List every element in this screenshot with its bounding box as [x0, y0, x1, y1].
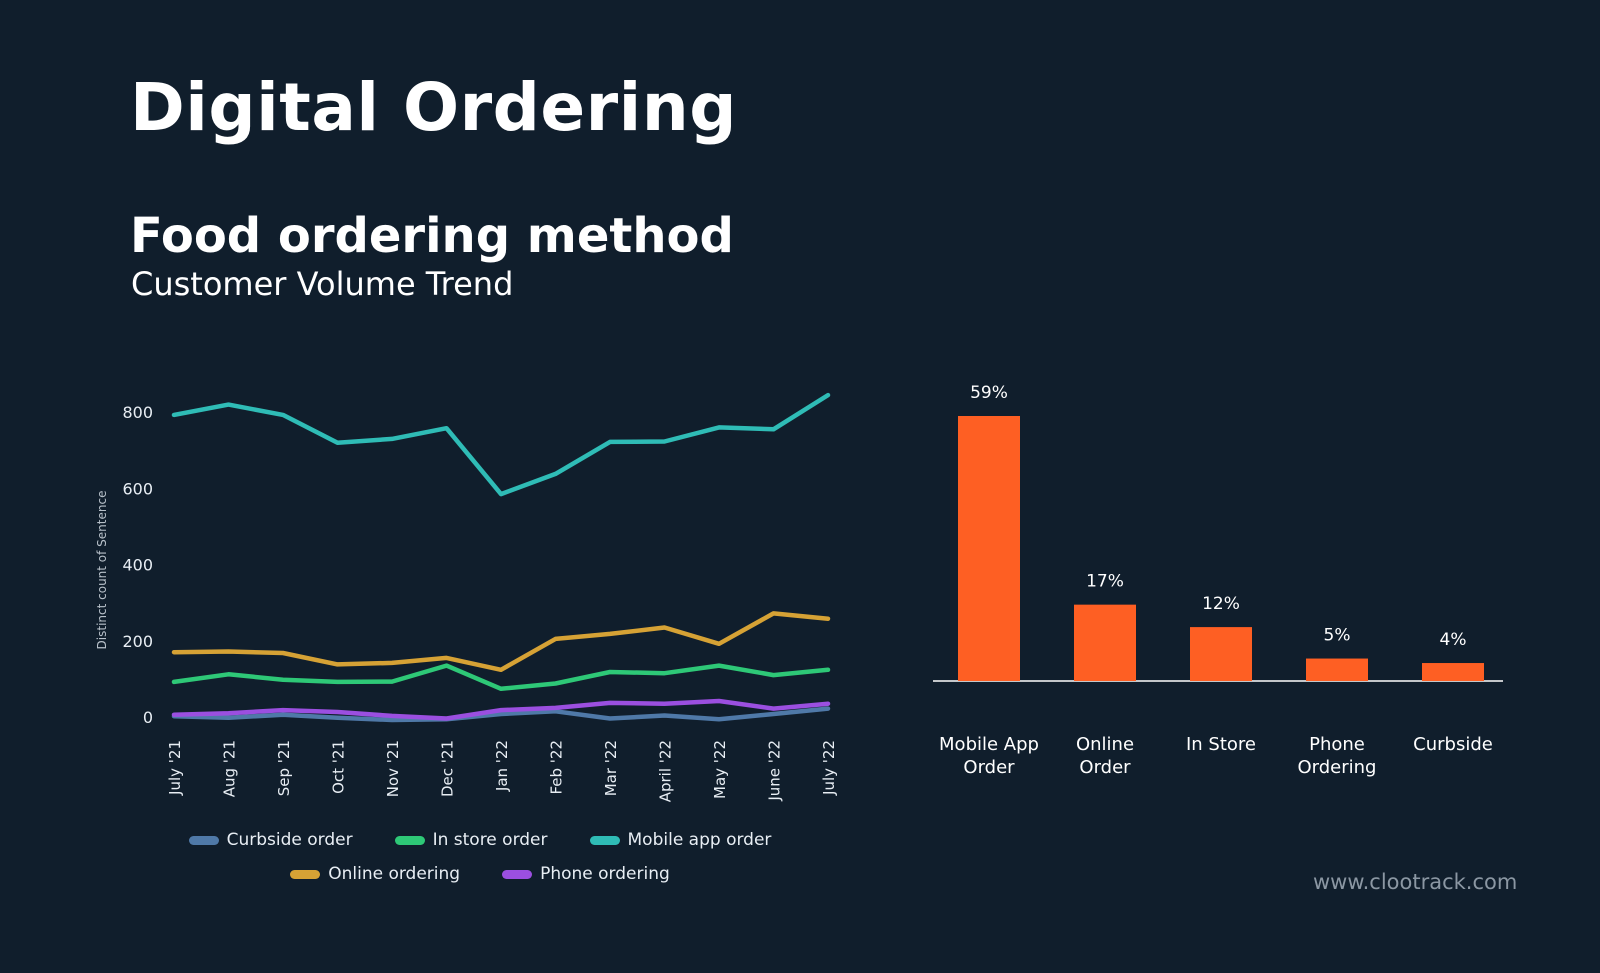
bar-data-label: 12% — [1202, 594, 1240, 614]
x-tick-label: Aug '21 — [221, 740, 239, 797]
page-title: Digital Ordering — [130, 69, 738, 146]
legend-label: In store order — [432, 830, 548, 850]
x-tick-label: April '22 — [657, 740, 675, 802]
bar — [958, 416, 1020, 681]
legend-label: Mobile app order — [627, 830, 772, 850]
legend-item: Curbside order — [188, 830, 353, 850]
legend-swatch — [394, 835, 425, 845]
x-tick-label: June '22 — [766, 740, 784, 802]
bar-category-label: Mobile App — [939, 734, 1039, 755]
legend-item: Online ordering — [290, 864, 460, 884]
y-axis-label: Distinct count of Sentence — [95, 491, 109, 650]
x-tick-label: July '22 — [820, 740, 838, 796]
bar-category-label: Online — [1076, 734, 1134, 755]
legend-label: Curbside order — [226, 830, 353, 850]
chart-title: Food ordering method — [130, 208, 734, 264]
bar-category-label: Phone — [1309, 734, 1365, 755]
legend-item: Phone ordering — [502, 864, 670, 884]
line-chart-legend: Curbside order In store order Mobile app o… — [150, 830, 810, 884]
x-tick-label: May '22 — [711, 740, 729, 799]
bar-category-label: Order — [1079, 757, 1131, 778]
x-tick-label: Feb '22 — [548, 740, 566, 795]
bar — [1190, 627, 1252, 681]
legend-swatch — [589, 835, 620, 845]
series-line-in-store-order — [171, 663, 831, 692]
bar-category-label: Ordering — [1298, 757, 1377, 778]
bar — [1422, 663, 1484, 681]
bar-category-label: In Store — [1186, 734, 1256, 755]
bar-data-label: 5% — [1324, 626, 1351, 646]
x-tick-label: Sep '21 — [275, 740, 293, 796]
y-tick-label: 600 — [122, 479, 153, 498]
series-line-mobile-app-order — [171, 392, 831, 497]
x-tick-label: Jan '22 — [493, 740, 511, 792]
y-tick-label: 400 — [122, 556, 153, 575]
bar — [1306, 658, 1368, 681]
x-tick-label: July '21 — [166, 740, 184, 796]
legend-label: Phone ordering — [540, 864, 670, 884]
x-tick-label: Mar '22 — [602, 740, 620, 796]
y-tick-label: 800 — [122, 403, 153, 422]
series-line-online-ordering — [171, 611, 831, 673]
legend-item: Mobile app order — [589, 830, 772, 850]
legend-label: Online ordering — [328, 864, 461, 884]
bar-data-label: 17% — [1086, 572, 1124, 592]
chart-subtitle: Customer Volume Trend — [131, 265, 514, 303]
bar-data-label: 59% — [970, 383, 1008, 403]
bar — [1074, 604, 1136, 681]
series-line-curbside-order — [171, 706, 831, 723]
bar-category-label: Order — [963, 757, 1015, 778]
y-tick-label: 0 — [143, 708, 153, 727]
y-tick-label: 200 — [122, 632, 153, 651]
series-line-phone-ordering — [171, 698, 831, 721]
x-tick-label: Oct '21 — [330, 740, 348, 794]
bar-category-label: Curbside — [1413, 734, 1493, 755]
x-tick-label: Dec '21 — [439, 740, 457, 797]
legend-item: In store order — [394, 830, 548, 850]
watermark: www.clootrack.com — [1313, 870, 1518, 894]
bar-data-label: 4% — [1440, 630, 1467, 650]
legend-swatch — [188, 835, 219, 845]
x-tick-label: Nov '21 — [384, 740, 402, 797]
legend-swatch — [502, 869, 533, 879]
legend-swatch — [290, 869, 321, 879]
